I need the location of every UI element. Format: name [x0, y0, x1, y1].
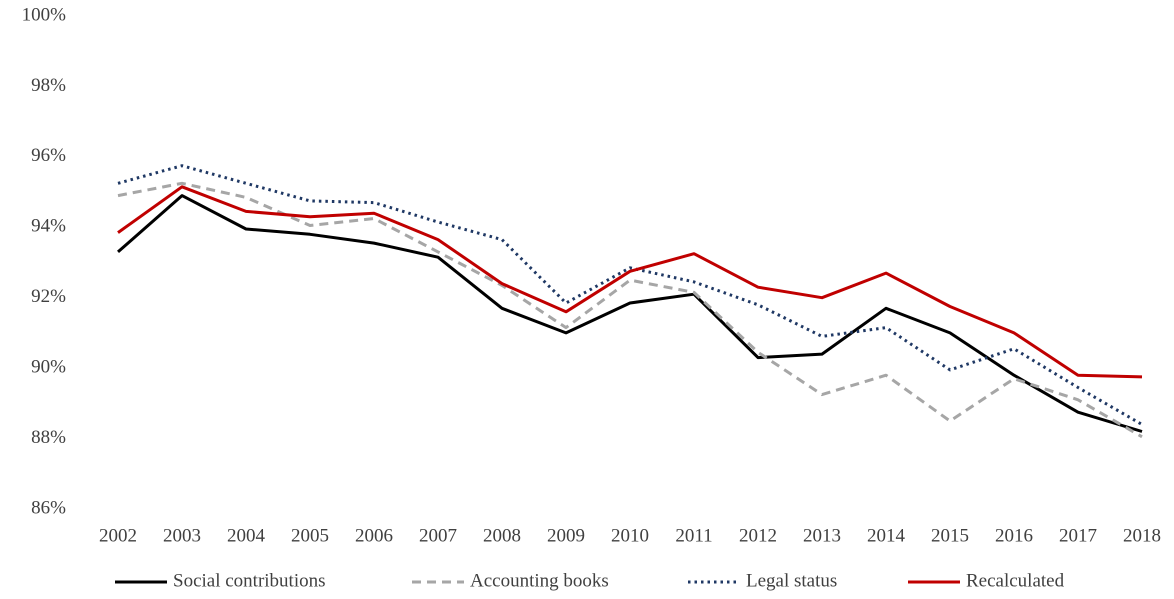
x-tick-label: 2009 [547, 525, 585, 546]
x-tick-label: 2004 [227, 525, 266, 546]
x-tick-label: 2017 [1059, 525, 1097, 546]
x-tick-label: 2008 [483, 525, 521, 546]
x-tick-label: 2011 [675, 525, 712, 546]
legend-label: Social contributions [173, 570, 326, 591]
x-tick-label: 2010 [611, 525, 649, 546]
y-tick-label: 88% [31, 427, 66, 448]
x-tick-label: 2018 [1123, 525, 1161, 546]
x-tick-label: 2013 [803, 525, 841, 546]
x-tick-label: 2002 [99, 525, 137, 546]
y-tick-label: 86% [31, 497, 66, 518]
series-line [117, 185, 1143, 379]
x-tick-label: 2012 [739, 525, 777, 546]
y-tick-label: 92% [31, 286, 66, 307]
y-tick-label: 94% [31, 216, 66, 237]
x-tick-label: 2014 [867, 525, 906, 546]
y-tick-label: 96% [31, 145, 66, 166]
legend-label: Legal status [746, 570, 837, 591]
x-tick-label: 2005 [291, 525, 329, 546]
x-tick-label: 2006 [355, 525, 393, 546]
series-line [117, 164, 1143, 426]
y-tick-label: 90% [31, 357, 66, 378]
x-tick-label: 2015 [931, 525, 969, 546]
series-line [117, 194, 1143, 433]
series-line [117, 181, 1143, 439]
x-tick-label: 2016 [995, 525, 1033, 546]
y-tick-label: 100% [22, 4, 67, 25]
legend-label: Accounting books [470, 570, 609, 591]
legend-label: Recalculated [966, 570, 1065, 591]
x-tick-label: 2007 [419, 525, 457, 546]
y-tick-label: 98% [31, 75, 66, 96]
x-tick-label: 2003 [163, 525, 201, 546]
